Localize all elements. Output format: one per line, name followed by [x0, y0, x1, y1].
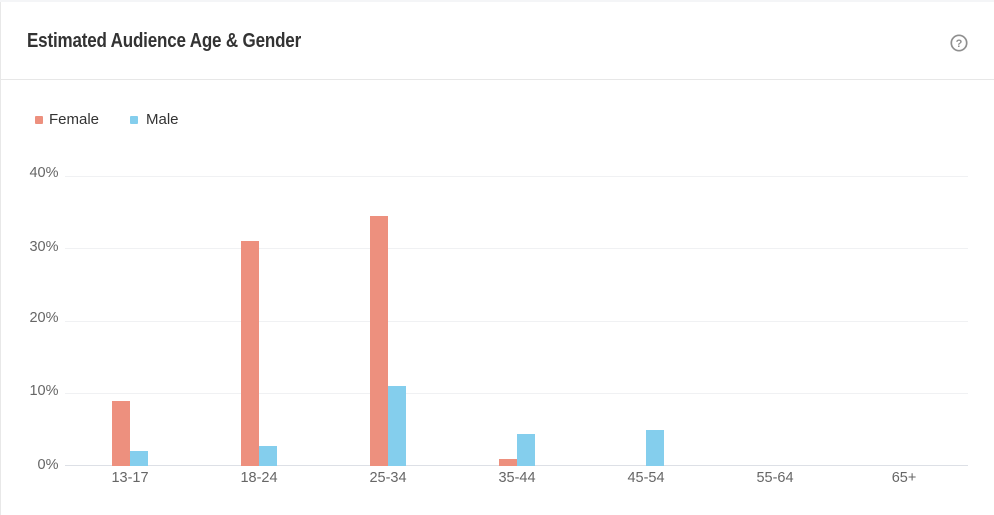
svg-text:?: ? [956, 38, 963, 50]
